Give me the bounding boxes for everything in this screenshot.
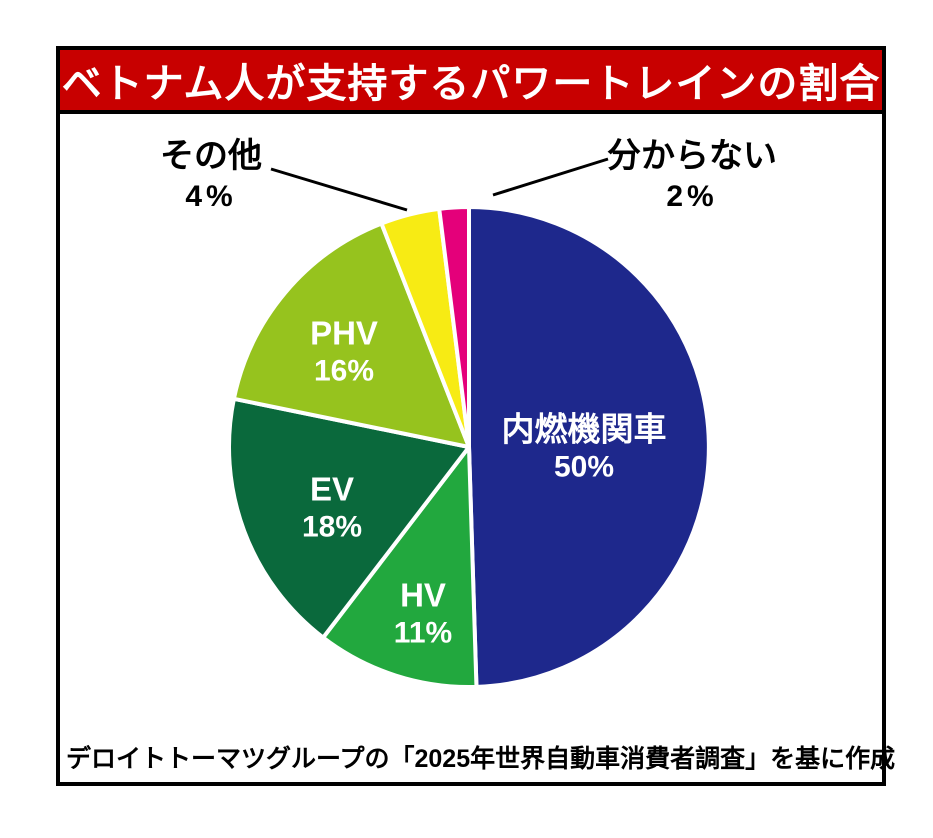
pie-slice-hv [321,445,479,689]
leader-line-other [270,167,408,212]
pie-slice-ice [467,205,711,689]
chart-frame: ベトナム人が支持するパワートレインの割合 内燃機関車 50% HV 11% EV… [56,46,895,786]
pie-slice-phv [231,221,471,449]
title-bar: ベトナム人が支持するパワートレインの割合 [60,50,882,114]
pie-slice-ev [227,396,471,640]
leader-line-unknown [492,157,609,197]
pie-chart [227,157,711,689]
source-footer: デロイトトーマツグループの「2025年世界自動車消費者調査」を基に作成 [60,738,895,782]
source-note: デロイトトーマツグループの「2025年世界自動車消費者調査」を基に作成 [66,745,896,773]
chart-title: ベトナム人が支持するパワートレインの割合 [61,62,881,106]
pie-slice-unknown [437,205,471,449]
chart-area: 内燃機関車 50% HV 11% EV 18% PHV 16% その他 4% 分… [60,114,882,738]
